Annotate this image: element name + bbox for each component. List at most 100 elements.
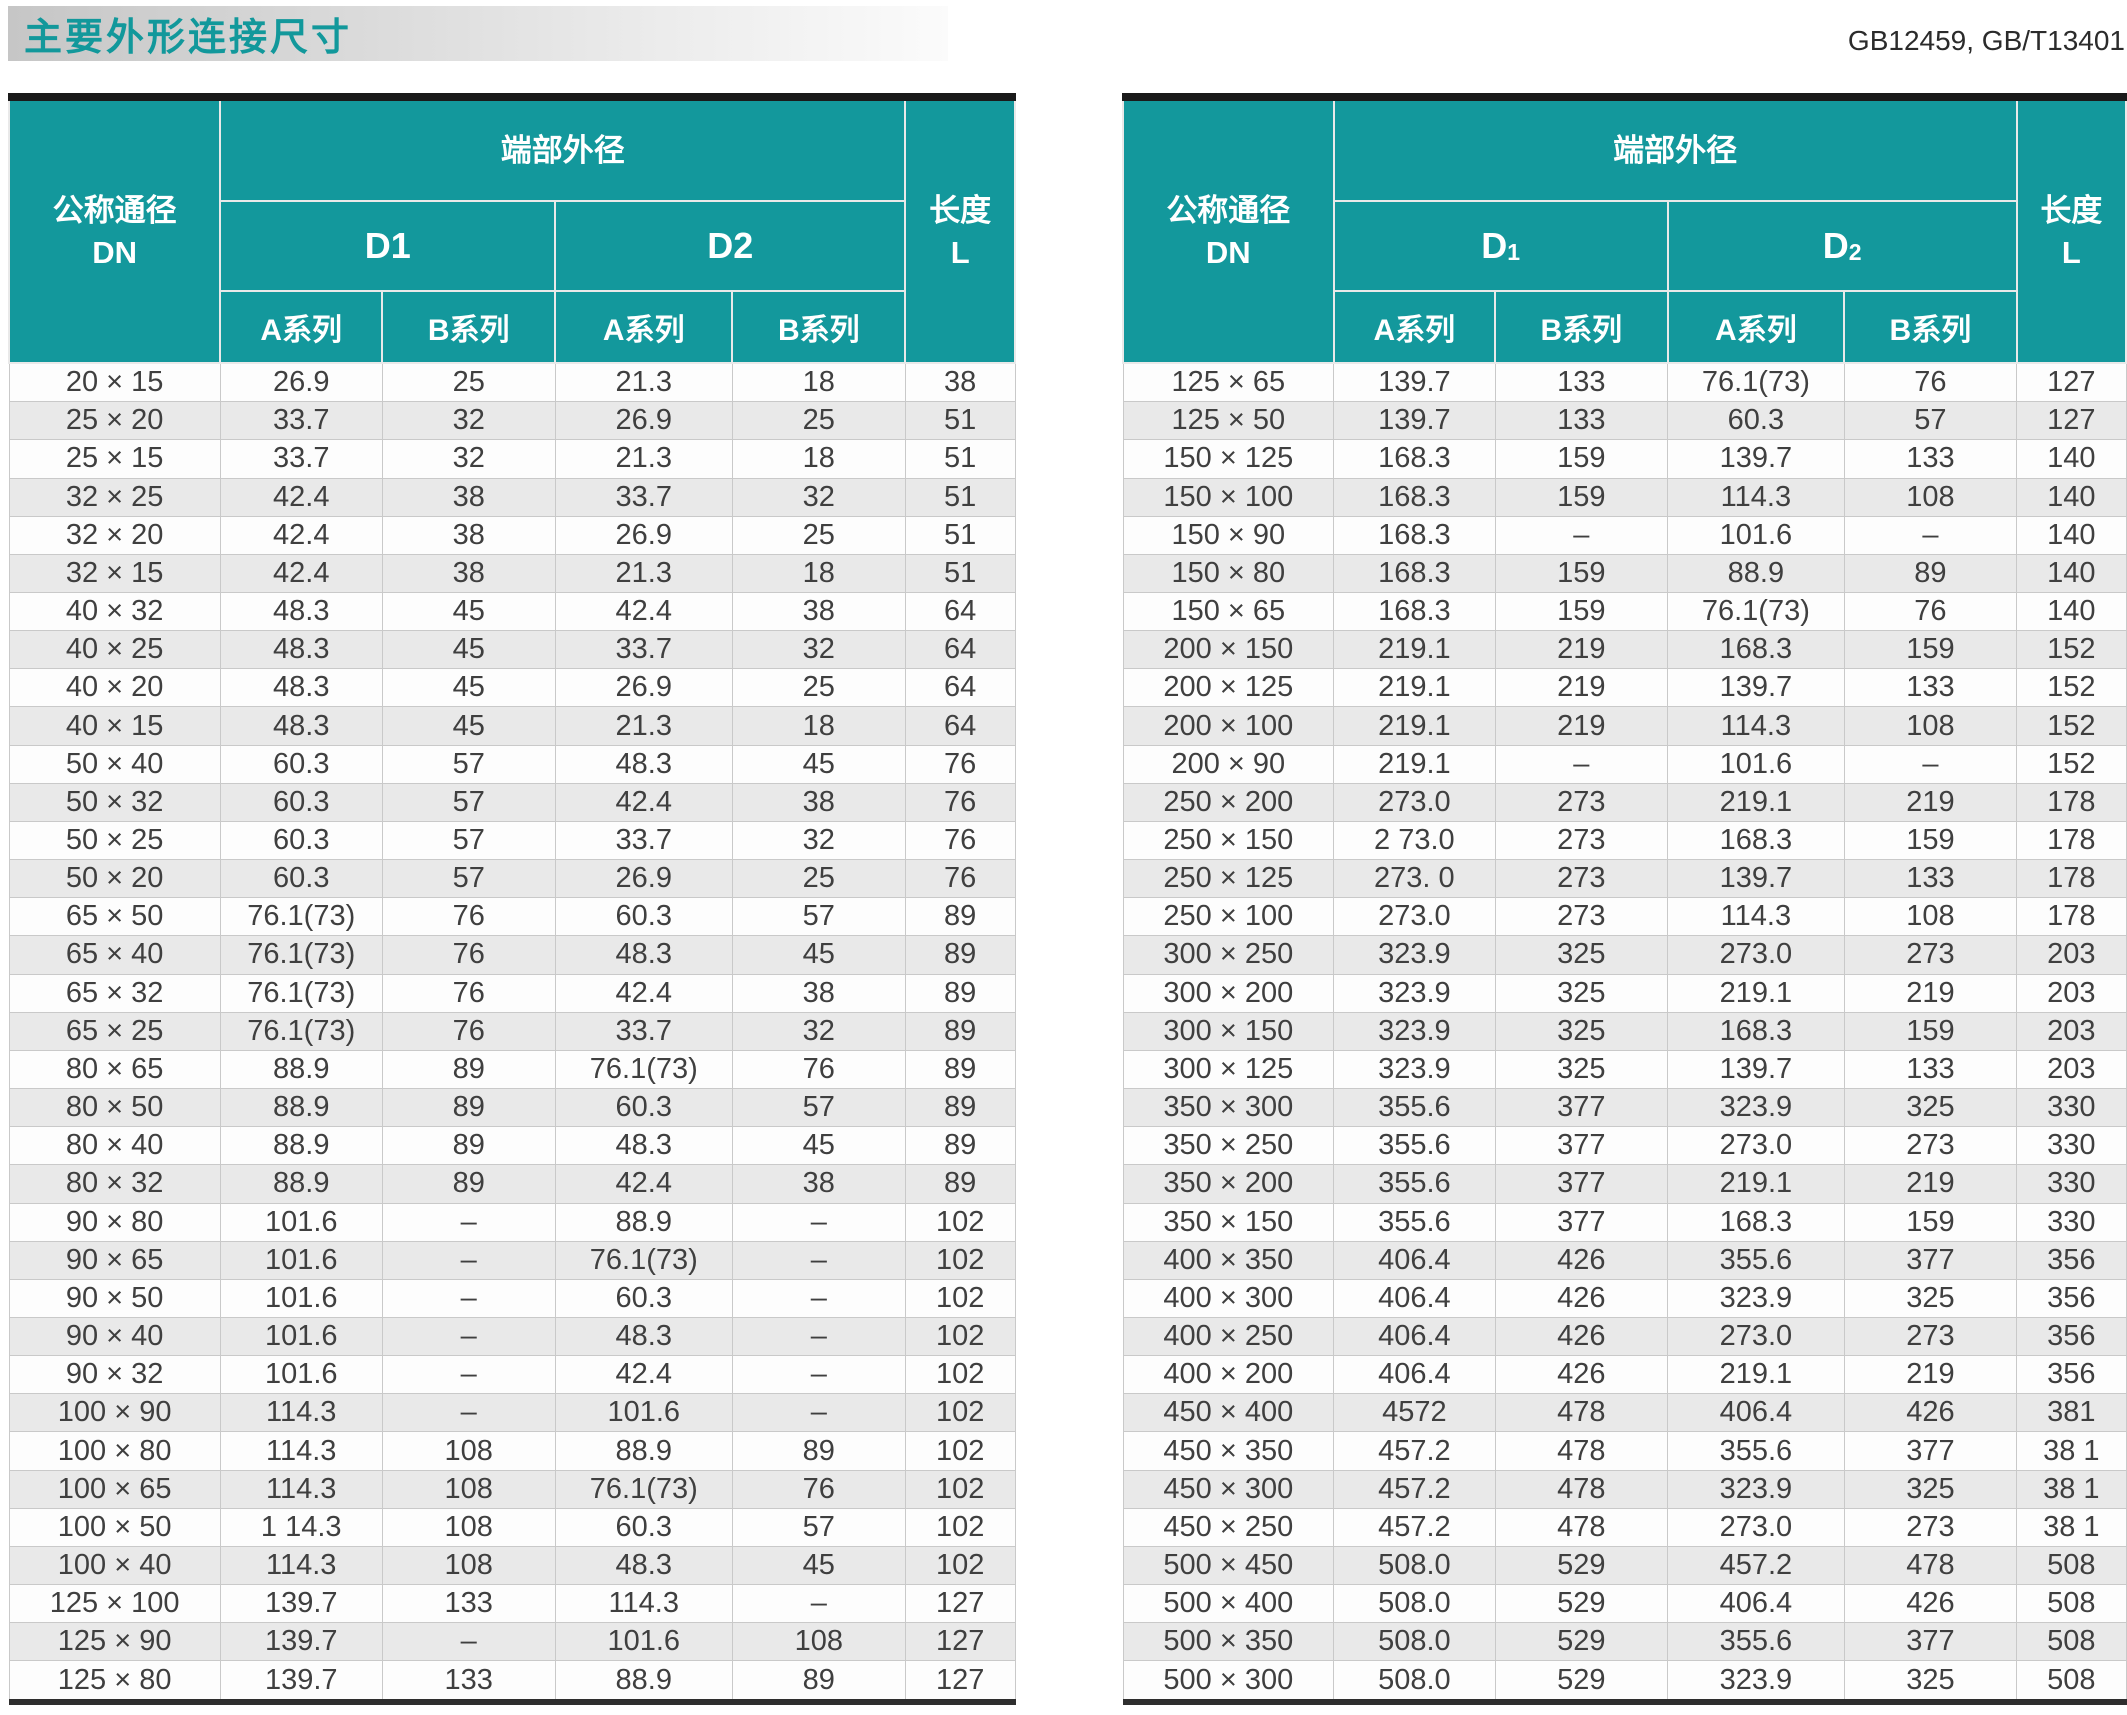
diameter-cell: 406.4	[1333, 1355, 1496, 1395]
diameter-cell: 273.0	[1667, 1126, 1845, 1166]
diameter-cell: 76.1(73)	[219, 897, 383, 937]
table-row: 125 × 80 139.7 133 88.9 89 127	[8, 1660, 1016, 1703]
diameter-cell: 45	[381, 706, 556, 746]
diameter-cell: 219.1	[1667, 973, 1845, 1013]
series-b-header: B系列	[1843, 290, 2018, 364]
diameter-cell: 101.6	[219, 1278, 383, 1318]
length-cell: 178	[2016, 820, 2127, 861]
length-cell: 140	[2016, 591, 2127, 632]
length-cell: 64	[904, 630, 1016, 670]
diameter-cell: –	[1494, 515, 1669, 555]
diameter-cell: 101.6	[219, 1202, 383, 1242]
diameter-cell: 60.3	[219, 744, 383, 784]
table-row: 400 × 200 406.4 426 219.1 219 356	[1122, 1355, 2127, 1395]
diameter-cell: 101.6	[219, 1240, 383, 1280]
diameter-cell: 325	[1843, 1278, 2018, 1318]
dn-cell: 150 × 80	[1122, 553, 1335, 594]
table-row: 50 × 32 60.3 57 42.4 38 76	[8, 782, 1016, 822]
table-row: 40 × 20 48.3 45 26.9 25 64	[8, 668, 1016, 708]
length-cell: 330	[2016, 1202, 2127, 1242]
diameter-cell: 219.1	[1667, 1355, 1845, 1395]
diameter-cell: 76	[1843, 591, 2018, 632]
table-row: 40 × 32 48.3 45 42.4 38 64	[8, 591, 1016, 632]
diameter-cell: 139.7	[1333, 401, 1496, 441]
diameter-cell: 457.2	[1333, 1469, 1496, 1509]
dn-cell: 100 × 40	[8, 1545, 221, 1586]
length-header: 长度 L	[2015, 96, 2127, 364]
diameter-cell: 325	[1843, 1088, 2018, 1128]
diameter-cell: 18	[731, 553, 906, 594]
diameter-cell: 25	[731, 401, 906, 441]
diameter-cell: 101.6	[1667, 744, 1845, 784]
dn-cell: 90 × 32	[8, 1355, 221, 1395]
diameter-cell: 219	[1843, 1164, 2018, 1204]
diameter-cell: 273.0	[1667, 935, 1845, 975]
diameter-cell: 168.3	[1333, 515, 1496, 555]
length-cell: 203	[2016, 935, 2127, 975]
diameter-cell: 478	[1494, 1507, 1669, 1547]
diameter-cell: 108	[381, 1469, 556, 1509]
table-row: 450 × 400 4572 478 406.4 426 381	[1122, 1393, 2127, 1433]
length-cell: 76	[904, 820, 1016, 861]
diameter-cell: 273.0	[1667, 1316, 1845, 1357]
diameter-cell: 273.0	[1667, 1507, 1845, 1547]
table-row: 500 × 450 508.0 529 457.2 478 508	[1122, 1545, 2127, 1586]
table-row: 65 × 50 76.1(73) 76 60.3 57 89	[8, 897, 1016, 937]
diameter-cell: 159	[1843, 630, 2018, 670]
diameter-cell: 219	[1843, 1355, 2018, 1395]
dn-cell: 125 × 100	[8, 1584, 221, 1624]
dimensions-table-left: 公称通径 DN 端部外径 长度 L D1 D2 A系列 B系列 A系列 B系列 …	[7, 93, 1016, 1705]
diameter-cell: 406.4	[1333, 1240, 1496, 1280]
length-cell: 102	[904, 1507, 1016, 1547]
diameter-cell: 168.3	[1333, 553, 1496, 594]
diameter-cell: 25	[731, 859, 906, 899]
diameter-cell: 42.4	[554, 1164, 733, 1204]
dn-cell: 450 × 250	[1122, 1507, 1335, 1547]
diameter-cell: 45	[731, 1545, 906, 1586]
diameter-cell: 48.3	[554, 935, 733, 975]
table-row: 300 × 200 323.9 325 219.1 219 203	[1122, 973, 2127, 1013]
dn-cell: 300 × 250	[1122, 935, 1335, 975]
length-cell: 76	[904, 782, 1016, 822]
diameter-cell: 377	[1494, 1164, 1669, 1204]
dn-cell: 40 × 25	[8, 630, 221, 670]
table-row: 500 × 350 508.0 529 355.6 377 508	[1122, 1622, 2127, 1662]
diameter-cell: 101.6	[1667, 515, 1845, 555]
diameter-cell: 26.9	[554, 668, 733, 708]
dn-cell: 90 × 40	[8, 1316, 221, 1357]
diameter-cell: 219.1	[1667, 782, 1845, 822]
dn-cell: 150 × 90	[1122, 515, 1335, 555]
dn-cell: 40 × 20	[8, 668, 221, 708]
diameter-cell: 478	[1843, 1545, 2018, 1586]
table-row: 50 × 20 60.3 57 26.9 25 76	[8, 859, 1016, 899]
dn-header: 公称通径 DN	[7, 96, 222, 364]
table-row: 90 × 50 101.6–60.3–102	[8, 1278, 1016, 1318]
diameter-cell: 133	[381, 1584, 556, 1624]
diameter-cell: 159	[1843, 820, 2018, 861]
diameter-cell: 168.3	[1667, 820, 1845, 861]
table-row: 500 × 400 508.0 529 406.4 426 508	[1122, 1584, 2127, 1624]
dn-cell: 250 × 150	[1122, 820, 1335, 861]
diameter-cell: 76.1(73)	[219, 935, 383, 975]
length-cell: 64	[904, 668, 1016, 708]
diameter-cell: 323.9	[1333, 1049, 1496, 1090]
dn-cell: 125 × 90	[8, 1622, 221, 1662]
series-a-header: A系列	[1332, 290, 1497, 364]
dn-cell: 40 × 32	[8, 591, 221, 632]
diameter-cell: 377	[1843, 1431, 2018, 1471]
dn-cell: 150 × 100	[1122, 477, 1335, 517]
diameter-cell: 42.4	[219, 553, 383, 594]
diameter-cell: 60.3	[554, 1507, 733, 1547]
diameter-cell: 108	[1843, 477, 2018, 517]
dn-cell: 350 × 250	[1122, 1126, 1335, 1166]
dimensions-table-right: 公称通径 DN 端部外径 长度 L D1 D2 A系列 B系列 A系列 B系列 …	[1122, 93, 2127, 1705]
table-row: 90 × 32 101.6–42.4–102	[8, 1355, 1016, 1395]
table-row: 200 × 100 219.1 219 114.3 108 152	[1122, 706, 2127, 746]
length-cell: 102	[904, 1431, 1016, 1471]
diameter-cell: 114.3	[219, 1545, 383, 1586]
d2-header: D2	[554, 200, 907, 292]
table-row: 350 × 300 355.6 377 323.9 325 330	[1122, 1088, 2127, 1128]
diameter-cell: 355.6	[1667, 1622, 1845, 1662]
dn-header-code: DN	[92, 234, 138, 270]
dn-cell: 25 × 20	[8, 401, 221, 441]
